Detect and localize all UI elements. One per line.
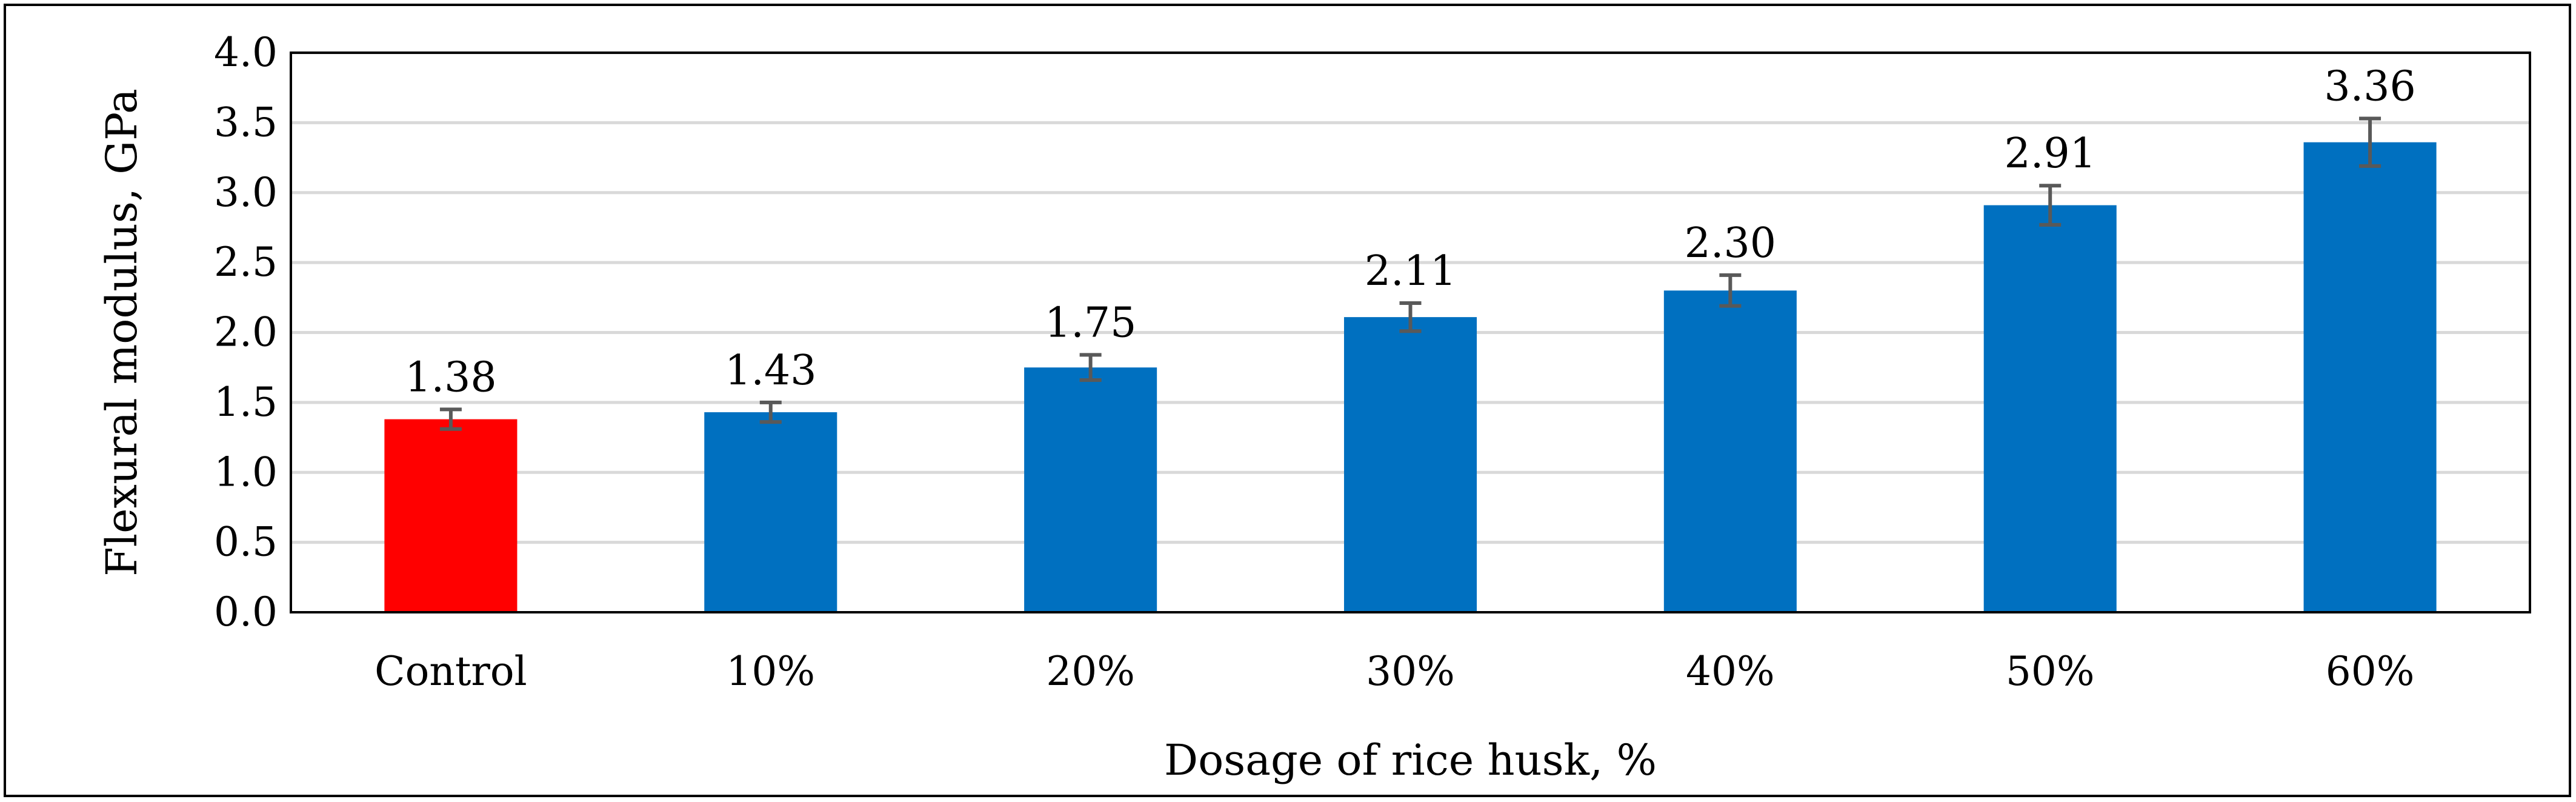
bar (384, 419, 518, 612)
x-tick-label: 30% (1366, 648, 1455, 695)
bar (1024, 367, 1157, 612)
x-axis-ticks: Control 10% 20% 30% 40% 50% 60% (374, 648, 2414, 695)
bars (384, 142, 2437, 613)
error-bars (439, 116, 2381, 431)
bar (1983, 205, 2117, 613)
x-tick-label: 40% (1686, 648, 1775, 695)
y-tick-label: 1.0 (214, 449, 278, 495)
data-label: 1.38 (405, 353, 496, 401)
data-labels: 1.38 1.43 1.75 2.11 2.30 2.91 3.36 (405, 62, 2416, 401)
x-tick-label: 60% (2326, 648, 2415, 695)
data-label: 1.43 (725, 347, 816, 395)
x-tick-label: 10% (726, 648, 815, 695)
bar (1663, 290, 1797, 612)
y-tick-label: 2.5 (214, 239, 278, 286)
plot-area (290, 52, 2531, 613)
bar (704, 412, 837, 612)
bar (1343, 317, 1477, 612)
y-tick-label: 4.0 (214, 29, 278, 76)
y-tick-label: 0.5 (214, 519, 278, 566)
x-tick-label: 50% (2006, 648, 2095, 695)
chart-frame: 0.0 0.5 1.0 1.5 2.0 2.5 3.0 3.5 4.0 Control 10% 20… (4, 4, 2571, 797)
data-label: 2.91 (2005, 130, 2096, 178)
y-tick-label: 2.0 (214, 309, 278, 356)
y-tick-label: 3.0 (214, 169, 278, 216)
data-label: 1.75 (1045, 299, 1136, 347)
y-tick-label: 1.5 (214, 379, 278, 426)
y-tick-label: 3.5 (214, 99, 278, 145)
y-axis-title: Flexural modulus, GPa (97, 89, 147, 576)
y-tick-label: 0.0 (214, 589, 278, 635)
x-axis-title: Dosage of rice husk, % (1164, 735, 1657, 785)
y-axis-ticks: 0.0 0.5 1.0 1.5 2.0 2.5 3.0 3.5 4.0 (214, 29, 278, 635)
data-label: 2.11 (1365, 247, 1456, 295)
bar (2303, 142, 2437, 612)
data-label: 2.30 (1685, 219, 1776, 267)
data-label: 3.36 (2324, 62, 2415, 110)
x-tick-label: Control (374, 648, 527, 695)
bar-chart: 0.0 0.5 1.0 1.5 2.0 2.5 3.0 3.5 4.0 Control 10% 20… (97, 29, 2531, 785)
plot-border (290, 52, 2531, 613)
x-tick-label: 20% (1046, 648, 1135, 695)
